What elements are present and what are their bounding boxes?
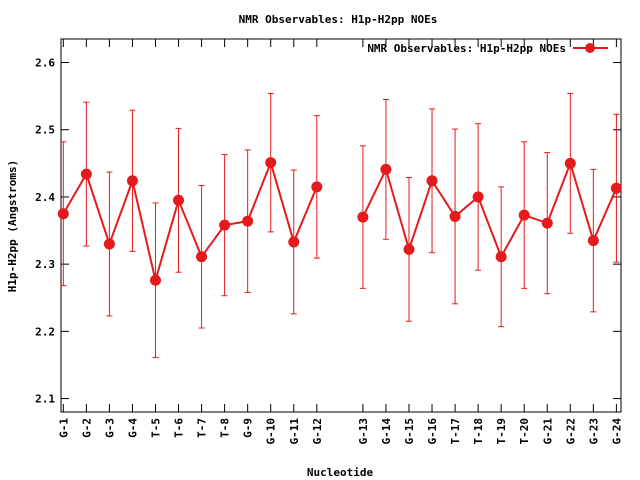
data-point [610, 182, 622, 194]
series-line [361, 160, 618, 260]
data-point [57, 208, 69, 220]
x-tick-label: G-13 [357, 418, 370, 445]
data-point [288, 236, 300, 248]
x-tick-label: T-8 [219, 418, 232, 438]
data-point [219, 219, 231, 231]
data-point [149, 274, 161, 286]
data-point [518, 209, 530, 221]
data-point [357, 211, 369, 223]
y-tick-label: 2.2 [35, 325, 55, 338]
legend-label: NMR Observables: H1p-H2pp NOEs [367, 42, 566, 55]
x-tick-label: G-10 [265, 418, 278, 445]
x-tick-label: T-17 [449, 418, 462, 445]
y-axis-label: H1p-H2pp (Angstroms) [6, 160, 19, 292]
x-tick-label: G-24 [610, 418, 623, 445]
chart-title: NMR Observables: H1p-H2pp NOEs [239, 13, 438, 26]
data-point [80, 168, 92, 180]
data-point [587, 235, 599, 247]
series-line [62, 159, 318, 285]
data-point [564, 157, 576, 169]
noe-series [57, 92, 622, 359]
y-tick-label: 2.3 [35, 258, 55, 271]
x-tick-label: G-15 [403, 418, 416, 445]
data-point [541, 217, 553, 229]
data-point [472, 191, 484, 203]
y-tick-label: 2.1 [35, 393, 55, 406]
y-tick-label: 2.5 [35, 124, 55, 137]
x-tick-label: G-1 [57, 418, 70, 438]
x-tick-label: G-4 [126, 418, 139, 438]
data-point [495, 251, 507, 263]
data-point [242, 215, 254, 227]
data-point [403, 243, 415, 255]
plot-frame [60, 38, 622, 413]
x-tick-label: G-12 [311, 418, 324, 445]
x-tick-label: G-3 [103, 418, 116, 438]
x-tick-label: G-16 [426, 418, 439, 445]
x-tick-label: T-19 [495, 418, 508, 445]
x-tick-label: G-21 [541, 418, 554, 445]
x-tick-label: G-11 [288, 418, 301, 445]
data-point [196, 251, 208, 263]
x-tick-label: G-2 [80, 418, 93, 438]
y-tick-label: 2.6 [35, 57, 55, 70]
legend-marker-swatch [585, 43, 595, 53]
x-axis: G-1 G-2 G-3 G-4 T-5 T-6 T-7 T-8 G-9 G-10 G-11 G-12 G… [57, 39, 623, 445]
data-point [311, 181, 323, 193]
x-tick-label: T-5 [149, 418, 162, 438]
x-tick-label: G-9 [242, 418, 255, 438]
legend: NMR Observables: H1p-H2pp NOEs [367, 42, 608, 55]
x-tick-label: T-6 [173, 418, 186, 438]
data-point [265, 157, 277, 169]
x-tick-label: T-20 [518, 418, 531, 445]
data-point [380, 163, 392, 175]
x-tick-label: G-22 [564, 418, 577, 445]
data-point [449, 210, 461, 222]
data-point [173, 194, 185, 206]
x-tick-label: G-23 [587, 418, 600, 445]
x-tick-label: T-7 [196, 418, 209, 438]
y-tick-label: 2.4 [35, 191, 55, 204]
data-point [103, 238, 115, 250]
x-axis-label: Nucleotide [307, 466, 374, 479]
x-tick-label: G-14 [380, 418, 393, 445]
y-axis: 2.1 2.2 2.3 2.4 2.5 2.6 [35, 57, 621, 406]
data-point [126, 175, 138, 187]
x-tick-label: T-18 [472, 418, 485, 445]
data-point [426, 175, 438, 187]
